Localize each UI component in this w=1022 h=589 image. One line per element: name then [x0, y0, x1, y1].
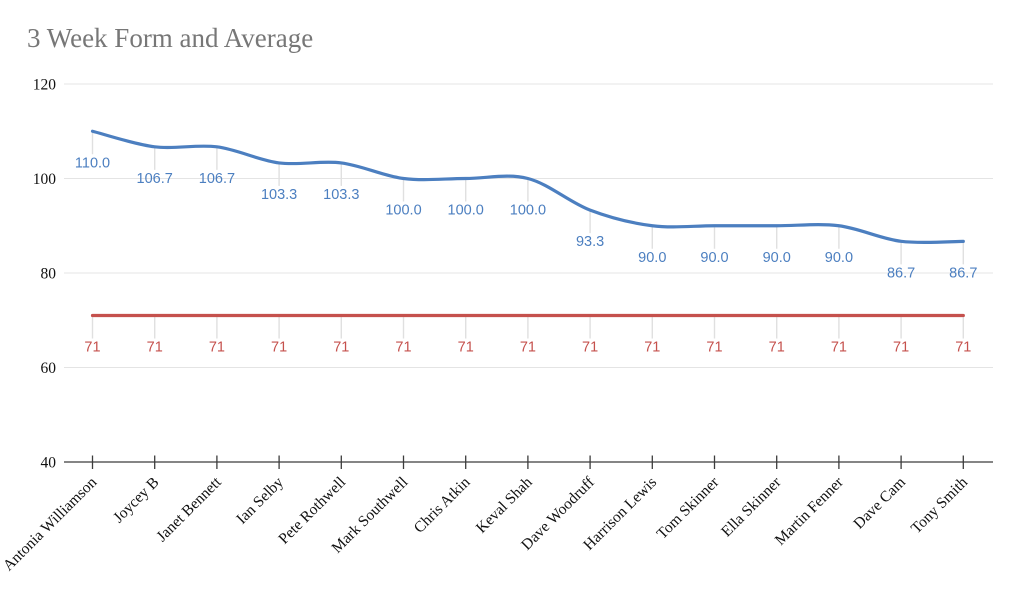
data-label-form: 90.0	[700, 250, 728, 266]
x-category-label: Keval Shah	[473, 474, 536, 537]
y-tick-label: 80	[41, 266, 57, 283]
data-label-form: 100.0	[448, 203, 484, 219]
y-tick-label: 100	[33, 171, 57, 188]
data-label-form: 110.0	[75, 155, 110, 171]
data-label-average: 71	[955, 340, 971, 356]
data-label-average: 71	[395, 340, 411, 356]
data-label-form: 86.7	[949, 265, 977, 281]
x-category-label: Tony Smith	[908, 474, 971, 537]
x-category-label: Ian Selby	[233, 474, 287, 528]
x-category-label: Antonia Williamson	[0, 474, 101, 575]
data-label-form: 106.7	[199, 171, 235, 187]
data-label-average: 71	[147, 340, 163, 356]
data-label-average: 71	[769, 340, 785, 356]
data-label-average: 71	[333, 340, 349, 356]
data-label-form: 86.7	[887, 265, 915, 281]
x-category-label: Ella Skinner	[718, 473, 785, 540]
data-label-form: 106.7	[137, 171, 173, 187]
data-label-form: 90.0	[763, 250, 791, 266]
data-label-average: 71	[84, 340, 100, 356]
data-label-form: 93.3	[576, 234, 604, 250]
x-category-label: Dave Cam	[850, 474, 909, 533]
data-label-form: 90.0	[825, 250, 853, 266]
data-label-average: 71	[893, 340, 909, 356]
x-category-label: Tom Skinner	[654, 473, 723, 542]
x-category-label: Chris Atkin	[411, 474, 474, 537]
data-label-form: 103.3	[261, 187, 297, 203]
data-label-form: 103.3	[323, 187, 359, 203]
y-tick-label: 120	[33, 77, 57, 94]
data-label-average: 71	[209, 340, 225, 356]
y-tick-label: 40	[41, 455, 57, 472]
series-line-form	[90, 129, 965, 245]
data-label-average: 71	[644, 340, 660, 356]
x-category-label: Janet Bennett	[153, 473, 225, 545]
x-category-label: Joycey B	[110, 474, 163, 527]
data-label-average: 71	[706, 340, 722, 356]
data-label-form: 100.0	[510, 203, 546, 219]
data-label-form: 90.0	[638, 250, 666, 266]
data-label-average: 71	[458, 340, 474, 356]
chart-title: 3 Week Form and Average	[27, 23, 314, 53]
data-label-average: 71	[582, 340, 598, 356]
y-tick-label: 60	[41, 360, 57, 377]
data-label-form: 100.0	[385, 203, 421, 219]
data-label-average: 71	[520, 340, 536, 356]
data-label-average: 71	[271, 340, 287, 356]
data-label-average: 71	[831, 340, 847, 356]
